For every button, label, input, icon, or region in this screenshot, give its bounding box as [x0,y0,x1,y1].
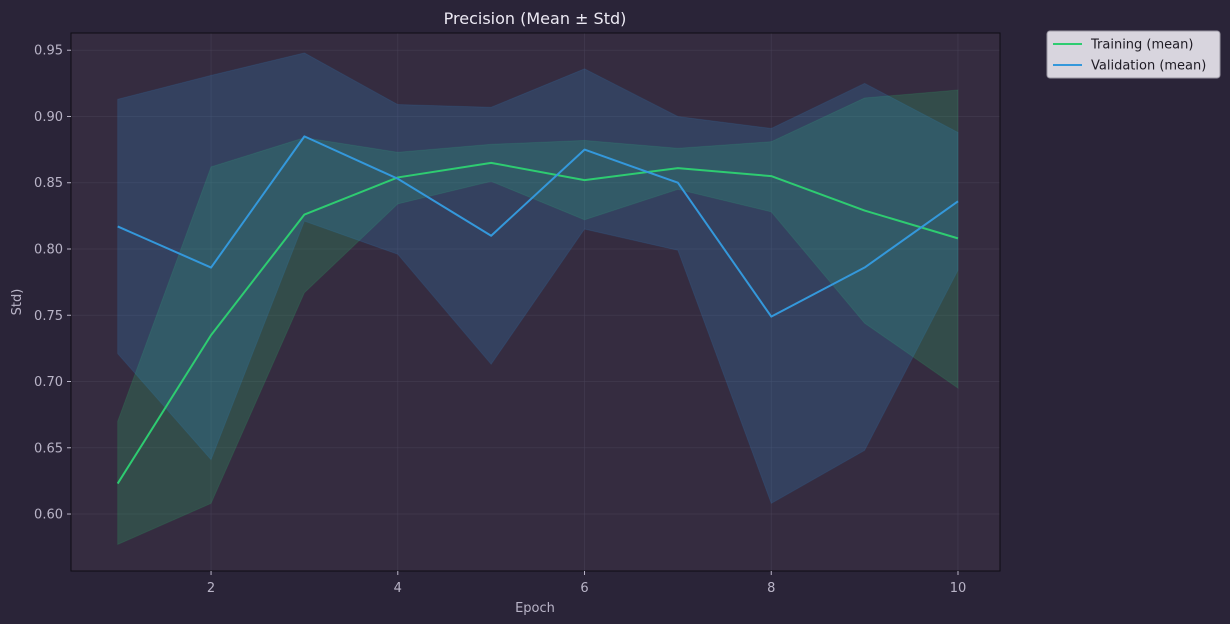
x-tick-label: 10 [950,581,967,596]
std-bands [117,52,959,546]
y-tick-label: 0.85 [34,176,63,191]
x-axis-ticks: 2 4 6 8 10 [207,571,966,596]
chart-title: Precision (Mean ± Std) [444,9,627,28]
y-tick-label: 0.80 [34,242,63,257]
plot-area [71,33,1000,571]
x-tick-label: 6 [580,581,588,596]
legend: Training (mean) Validation (mean) [1046,30,1221,79]
series-line-validation [117,135,959,318]
y-tick-label: 0.70 [34,375,63,390]
grid [71,33,1000,571]
y-tick-label: 0.90 [34,110,63,125]
y-tick-label: 0.65 [34,441,63,456]
x-tick-label: 2 [207,581,215,596]
y-tick-label: 0.95 [34,44,63,59]
y-tick-label: 0.75 [34,309,63,324]
legend-label-validation: Validation (mean) [1091,59,1206,74]
legend-box [1046,30,1221,79]
std-band-validation [117,52,959,505]
x-axis-label: Epoch [515,601,555,616]
y-axis-ticks: 0.60 0.65 0.70 0.75 0.80 0.85 0.90 0.95 [34,44,71,523]
std-band-training [117,89,959,546]
y-axis-label: Std) [10,289,25,316]
mean-lines [116,135,959,485]
x-tick-label: 8 [767,581,775,596]
y-tick-label: 0.60 [34,508,63,523]
legend-label-training: Training (mean) [1090,38,1193,53]
x-tick-label: 4 [394,581,402,596]
plot-border [70,32,1001,572]
series-line-training [116,161,959,485]
